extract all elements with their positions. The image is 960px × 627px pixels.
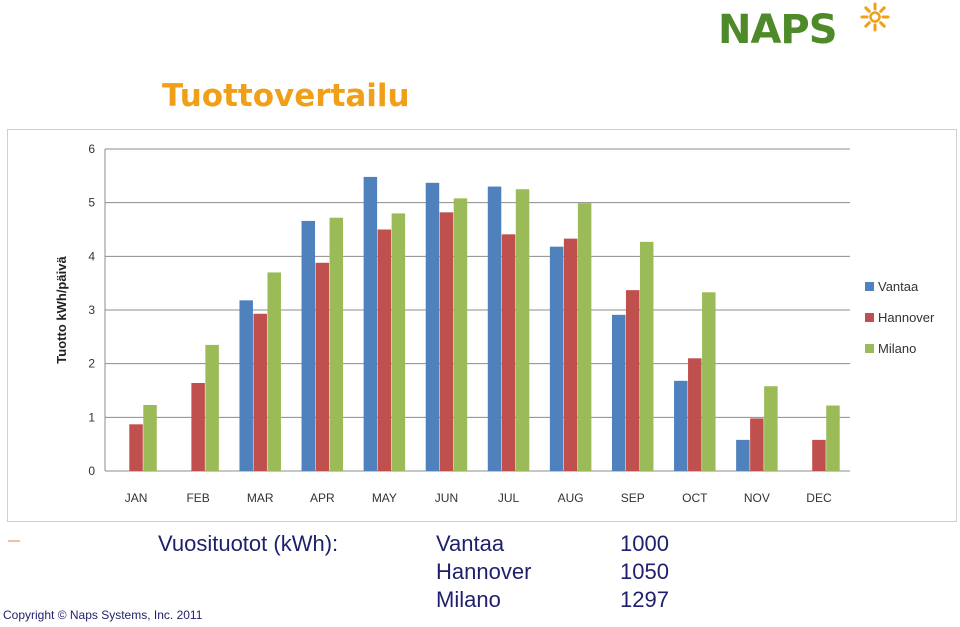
bar-hannover-jan [129, 424, 143, 471]
bar-milano-nov [764, 386, 778, 471]
legend-label-vantaa: Vantaa [878, 279, 919, 294]
annual-name-milano: Milano [436, 587, 501, 612]
x-tick-label: JUL [498, 491, 520, 505]
annual-value-vantaa: 1000 [620, 531, 669, 556]
bar-vantaa-aug [549, 246, 564, 471]
decorative-mark [8, 540, 20, 542]
bar-milano-sep [639, 241, 654, 471]
bar-hannover-nov [750, 418, 764, 471]
x-tick-label: JUN [435, 491, 458, 505]
bar-hannover-oct [688, 358, 702, 471]
y-tick-label: 0 [88, 464, 95, 478]
logo-text: NAPS [718, 7, 838, 53]
x-tick-label: DEC [806, 491, 832, 505]
bar-vantaa-jun [425, 182, 440, 471]
x-tick-label: JAN [125, 491, 148, 505]
bar-milano-jun [453, 198, 468, 471]
bar-hannover-jun [439, 212, 454, 471]
bar-milano-apr [329, 217, 344, 471]
bar-chart: 0 1 2 3 4 5 6 Tuotto kWh/päivä JAN FEB MAR APR MAY JU… [54, 142, 935, 505]
bar-milano-may [391, 213, 406, 471]
bar-vantaa-apr [301, 220, 316, 471]
bar-hannover-aug [563, 238, 578, 471]
bar-milano-aug [577, 203, 592, 471]
bar-hannover-jul [501, 234, 516, 471]
bar-hannover-dec [812, 439, 826, 471]
x-tick-label: SEP [621, 491, 645, 505]
x-tick-label: OCT [682, 491, 708, 505]
legend-swatch-milano [865, 344, 874, 353]
sun-icon [860, 2, 890, 32]
bar-milano-dec [826, 405, 840, 471]
bar-milano-oct [702, 292, 716, 471]
annual-yield-label: Vuosituotot (kWh): [158, 531, 339, 556]
bar-vantaa-oct [674, 380, 688, 471]
slide-title: Tuottovertailu [162, 78, 410, 114]
bar-milano-jul [515, 189, 530, 471]
naps-logo: NAPS [718, 2, 893, 54]
legend-swatch-hannover [865, 313, 874, 322]
annual-name-hannover: Hannover [436, 559, 532, 584]
y-tick-label: 2 [88, 357, 95, 371]
copyright-text: Copyright © Naps Systems, Inc. 2011 [3, 608, 203, 622]
x-tick-label: FEB [186, 491, 209, 505]
y-tick-label: 3 [88, 303, 95, 317]
x-tick-label: MAR [247, 491, 274, 505]
y-tick-label: 4 [88, 249, 95, 263]
x-tick-label: AUG [558, 491, 584, 505]
annual-value-hannover: 1050 [620, 559, 669, 584]
chart-frame: 0 1 2 3 4 5 6 Tuotto kWh/päivä JAN FEB MAR APR MAY JU… [7, 129, 957, 522]
bar-milano-mar [267, 272, 281, 471]
bar-hannover-mar [253, 313, 267, 471]
x-tick-label: APR [310, 491, 335, 505]
bar-hannover-may [377, 229, 392, 471]
legend-label-hannover: Hannover [878, 310, 935, 325]
y-axis-label: Tuotto kWh/päivä [54, 256, 69, 364]
bar-vantaa-mar [239, 300, 253, 471]
bar-hannover-feb [191, 382, 205, 471]
legend-swatch-vantaa [865, 282, 874, 291]
bar-vantaa-jul [487, 186, 502, 472]
bar-vantaa-may [363, 176, 378, 471]
bar-hannover-sep [625, 290, 640, 471]
x-tick-label: MAY [372, 491, 397, 505]
y-tick-label: 6 [88, 142, 95, 156]
annual-value-milano: 1297 [620, 587, 669, 612]
x-tick-label: NOV [744, 491, 770, 505]
legend-label-milano: Milano [878, 341, 916, 356]
y-tick-label: 1 [88, 410, 95, 424]
bar-milano-feb [205, 344, 219, 471]
bar-milano-jan [143, 404, 157, 471]
annual-name-vantaa: Vantaa [436, 531, 505, 556]
y-tick-label: 5 [88, 196, 95, 210]
bar-hannover-apr [315, 262, 330, 471]
bar-vantaa-sep [611, 314, 626, 471]
bar-vantaa-nov [736, 439, 750, 471]
